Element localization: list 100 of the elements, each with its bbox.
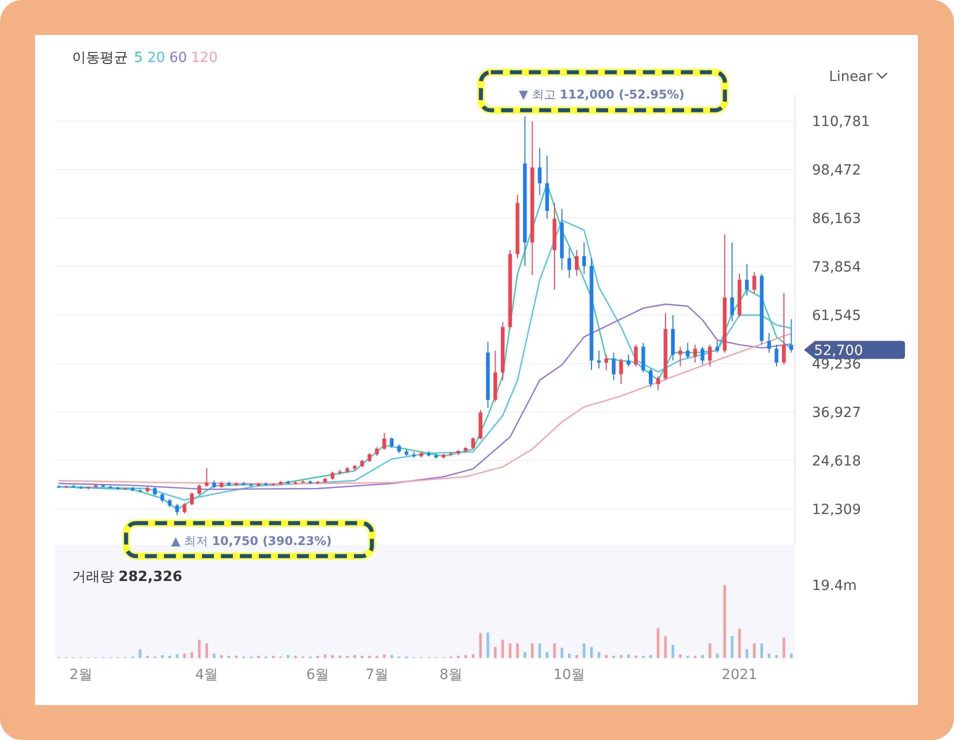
candlestick — [641, 342, 646, 372]
candlestick — [619, 358, 623, 384]
candlestick — [760, 274, 764, 345]
bar — [286, 655, 290, 658]
candlestick — [338, 470, 342, 475]
bar — [738, 628, 741, 658]
candlestick — [471, 437, 475, 450]
candlestick — [345, 466, 350, 474]
candlestick — [227, 481, 231, 486]
candlestick — [168, 499, 172, 508]
candlestick — [146, 486, 150, 492]
y-tick-label: 24,618 — [812, 454, 861, 470]
bar — [324, 654, 326, 658]
candlestick — [412, 452, 416, 458]
candlestick — [323, 478, 327, 483]
candlestick — [745, 264, 749, 296]
bar — [672, 644, 674, 658]
candlestick — [516, 195, 520, 258]
bar — [538, 643, 541, 658]
annotation: ▼ 최고 112,000 (-52.95%) — [518, 87, 685, 102]
candlestick — [486, 342, 490, 408]
candlestick — [597, 350, 601, 368]
candlestick — [656, 376, 660, 390]
candlestick — [197, 484, 202, 494]
candlestick — [700, 346, 704, 364]
y-tick-label: 73,854 — [812, 260, 862, 276]
candlestick — [574, 250, 579, 276]
bar — [782, 638, 786, 658]
candlestick — [664, 313, 668, 380]
text: 52,700 — [814, 342, 863, 359]
candlestick — [693, 344, 697, 362]
candlestick — [308, 480, 312, 484]
candlestick — [434, 453, 438, 459]
y-tick-label: 36,927 — [812, 405, 861, 422]
candlestick — [478, 410, 482, 440]
candlestick — [560, 208, 564, 270]
candlestick — [64, 486, 68, 488]
x-tick-label: 7월 — [365, 667, 388, 683]
y-tick-label: 110,781 — [812, 114, 870, 130]
candlestick — [101, 484, 105, 487]
candlestick — [368, 453, 372, 462]
bar — [464, 655, 467, 658]
text: Linear — [829, 69, 873, 85]
bar — [730, 636, 734, 658]
bar — [627, 654, 630, 658]
candlestick — [493, 350, 498, 402]
candlestick — [286, 480, 290, 484]
candlestick — [249, 483, 253, 487]
bar — [524, 652, 526, 658]
candlestick — [538, 148, 542, 196]
candlestick — [123, 487, 128, 490]
bar — [212, 654, 216, 658]
bar — [220, 655, 223, 658]
candlestick — [108, 486, 112, 489]
bar — [190, 652, 194, 658]
y-tick-label: 61,545 — [812, 308, 861, 324]
y-tick-label: 49,236 — [812, 356, 862, 373]
bar — [568, 654, 571, 658]
candlestick — [567, 248, 572, 278]
candlestick — [523, 116, 527, 266]
candlestick — [301, 480, 305, 484]
bar — [494, 647, 497, 658]
y-tick-label: 12,309 — [812, 502, 861, 518]
candlestick — [782, 293, 786, 364]
candlestick — [722, 234, 727, 353]
candlestick — [752, 272, 756, 294]
bar — [753, 643, 756, 658]
candlestick — [153, 487, 157, 496]
y-tick-label: 98,472 — [812, 162, 861, 179]
bar — [664, 636, 667, 658]
candlestick — [138, 488, 142, 492]
candlestick — [390, 437, 394, 448]
candlestick — [604, 354, 608, 370]
bar — [708, 643, 712, 658]
candlestick — [220, 482, 224, 488]
candlestick — [500, 322, 505, 380]
text: 20 — [147, 50, 166, 66]
candlestick — [397, 444, 401, 454]
bar — [205, 643, 208, 658]
candlestick — [648, 368, 653, 388]
text: 5 — [134, 50, 143, 66]
candlestick — [56, 485, 61, 488]
bar — [176, 654, 178, 658]
bar — [531, 643, 534, 658]
text: 19.4m — [812, 578, 857, 594]
bar — [479, 633, 482, 658]
candlestick — [360, 460, 364, 468]
bar — [605, 655, 608, 658]
bar — [331, 655, 334, 658]
bar — [620, 655, 622, 658]
bar — [768, 654, 770, 658]
candlestick — [116, 486, 120, 490]
bar — [701, 655, 704, 658]
candlestick — [419, 452, 424, 458]
candlestick — [256, 483, 260, 487]
text: 120 — [191, 50, 218, 66]
candlestick — [234, 482, 238, 486]
bar — [508, 643, 512, 658]
bar — [649, 655, 652, 658]
candlestick — [175, 504, 179, 516]
